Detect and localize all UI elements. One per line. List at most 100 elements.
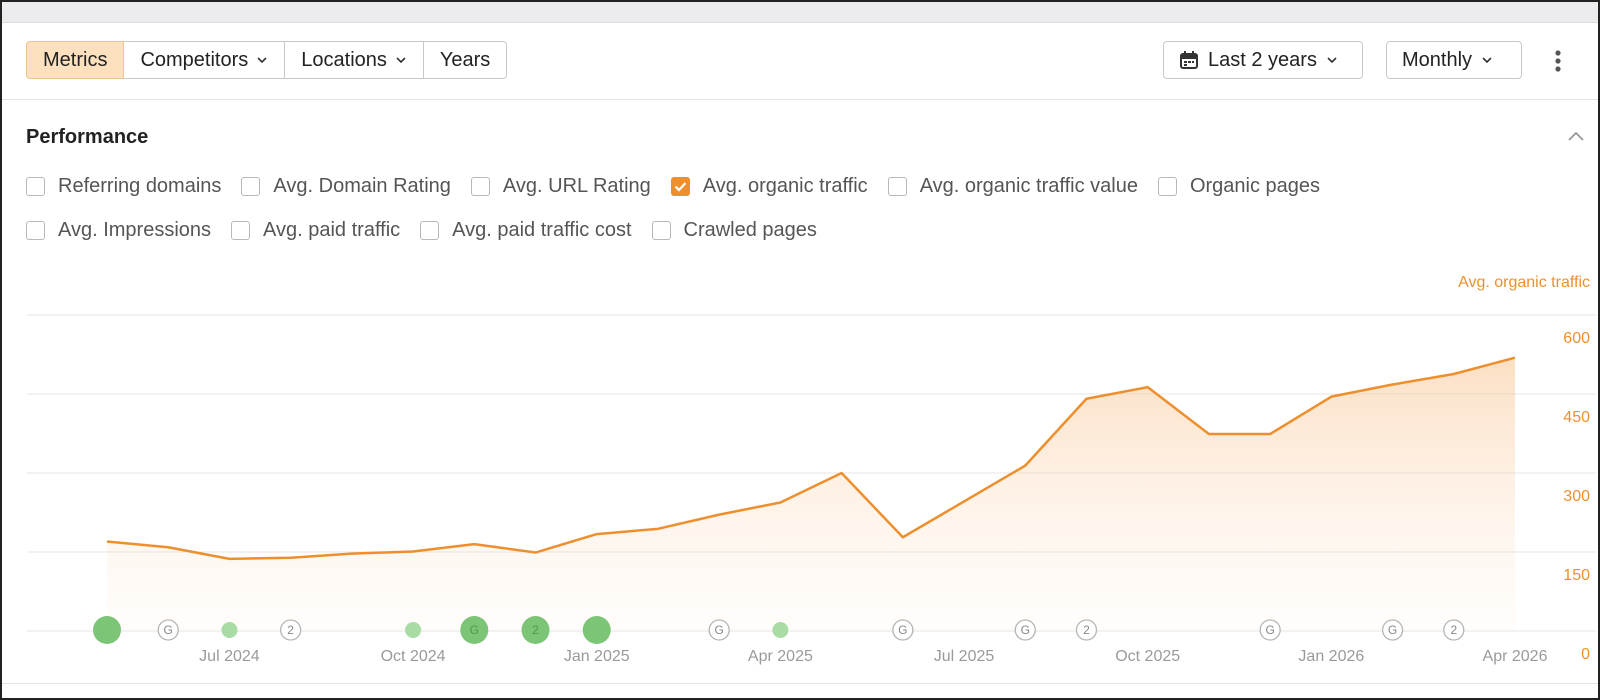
tab[interactable]: Years (422, 41, 508, 79)
checkbox-label: Avg. paid traffic (263, 219, 401, 241)
metric-checkbox[interactable]: Referring domains (26, 175, 221, 198)
collapse-chevron[interactable] (1567, 130, 1585, 142)
x-tick-label: Apr 2026 (1483, 648, 1548, 665)
tab-group: Metrics Competitors Locations Years (26, 41, 508, 79)
metric-checkbox[interactable]: Crawled pages (651, 219, 817, 242)
interval-label: Monthly (1402, 48, 1473, 71)
x-tick-label: Apr 2025 (748, 648, 813, 665)
checkbox (420, 221, 440, 240)
event-dot (521, 616, 550, 644)
interval-button[interactable]: Monthly (1386, 41, 1522, 79)
chevron-down (1482, 57, 1492, 64)
event-dot (582, 616, 611, 644)
metric-checkbox[interactable]: Avg. Domain Rating (241, 175, 451, 198)
section-title: Performance (26, 126, 149, 148)
event-label: G (470, 623, 479, 637)
tab-label: Years (439, 48, 491, 71)
event-dot (93, 616, 121, 644)
chart: Avg. organic traffic 0 150 300 450 600 Jul 202… (27, 274, 1596, 665)
checkbox-label: Crawled pages (683, 219, 817, 241)
event-label: 2 (1450, 623, 1457, 637)
chevron-down (257, 57, 267, 64)
event-badge (1381, 619, 1404, 641)
tab[interactable]: Metrics (26, 41, 125, 79)
x-tick-label: Jan 2025 (564, 648, 630, 665)
metric-checkbox[interactable]: Avg. paid traffic (231, 219, 400, 242)
checkbox-label: Avg. organic traffic value (919, 175, 1138, 197)
y-tick-label: 150 (1563, 567, 1590, 584)
y-tick-label: 0 (1581, 646, 1590, 663)
x-tick-label: Oct 2024 (381, 648, 446, 665)
metric-checkbox[interactable]: Avg. organic traffic (670, 175, 868, 198)
y-axis-label: Avg. organic traffic (1458, 274, 1590, 291)
event-label: 2 (287, 623, 294, 637)
chevron-down (396, 57, 406, 64)
event-badge (1014, 619, 1036, 641)
tab-label: Locations (301, 48, 387, 71)
x-tick-label: Jul 2024 (199, 648, 260, 665)
event-dot (405, 622, 422, 638)
checkbox-label: Avg. paid traffic cost (452, 219, 632, 241)
calendar-icon (1180, 51, 1198, 69)
more-menu[interactable] (1552, 48, 1564, 74)
event-label: G (1265, 623, 1274, 637)
event-badge (708, 619, 730, 641)
tab[interactable]: Locations (284, 41, 424, 79)
event-badge (157, 619, 179, 641)
checkbox (887, 177, 907, 196)
line (106, 356, 1516, 561)
event-badge (1259, 619, 1281, 641)
checkbox (1157, 177, 1177, 196)
checkbox (670, 177, 690, 196)
event-dot (221, 622, 238, 638)
event-badge (1075, 619, 1098, 641)
tab-label: Competitors (140, 48, 249, 71)
metric-checkbox[interactable]: Avg. URL Rating (470, 175, 651, 198)
event-badge (280, 619, 302, 641)
metric-checkbox[interactable]: Avg. organic traffic value (887, 175, 1138, 198)
checkbox (231, 221, 251, 240)
y-tick-label: 600 (1563, 330, 1590, 347)
checkbox (26, 177, 45, 196)
checkbox (470, 177, 490, 196)
checkbox (651, 221, 671, 240)
event-label: 2 (532, 623, 539, 637)
event-badge (1443, 619, 1465, 641)
event-label: G (1021, 623, 1030, 637)
top-band (2, 2, 1598, 23)
event-dot (460, 616, 489, 644)
metric-checkbox[interactable]: Avg. Impressions (26, 219, 211, 242)
event-label: G (164, 623, 173, 637)
metric-checkbox[interactable]: Avg. paid traffic cost (420, 219, 632, 242)
event-dot (772, 622, 789, 638)
y-tick-label: 300 (1563, 488, 1590, 505)
period-label: Last 2 years (1208, 48, 1317, 71)
y-tick-label: 450 (1563, 409, 1590, 426)
metric-row: Avg. Impressions Avg. paid traffic Avg. pa… (26, 219, 817, 242)
event-label: G (1388, 623, 1397, 637)
checkbox-label: Referring domains (58, 175, 222, 197)
checkbox (241, 177, 261, 196)
tab-label: Metrics (43, 48, 108, 71)
x-tick-label: Jan 2026 (1298, 648, 1364, 665)
event-badge (892, 619, 914, 641)
period-button[interactable]: Last 2 years (1163, 41, 1363, 79)
checkbox (26, 221, 45, 240)
area (107, 357, 1515, 631)
checkbox-label: Organic pages (1189, 175, 1321, 197)
checkbox-label: Avg. Domain Rating (273, 175, 451, 197)
event-label: G (715, 623, 724, 637)
event-label: G (898, 623, 907, 637)
event-label: 2 (1083, 623, 1090, 637)
metric-checkbox[interactable]: Organic pages (1157, 175, 1321, 198)
metric-row: Referring domains Avg. Domain Rating Avg. … (26, 175, 1320, 198)
chevron-down (1327, 57, 1337, 64)
x-tick-label: Jul 2025 (934, 648, 995, 665)
checkbox-label: Avg. organic traffic (702, 175, 868, 197)
checkbox-label: Avg. URL Rating (502, 175, 651, 197)
x-tick-label: Oct 2025 (1115, 648, 1180, 665)
checkbox-label: Avg. Impressions (58, 219, 212, 241)
divider (2, 99, 1598, 100)
tab[interactable]: Competitors (123, 41, 286, 79)
